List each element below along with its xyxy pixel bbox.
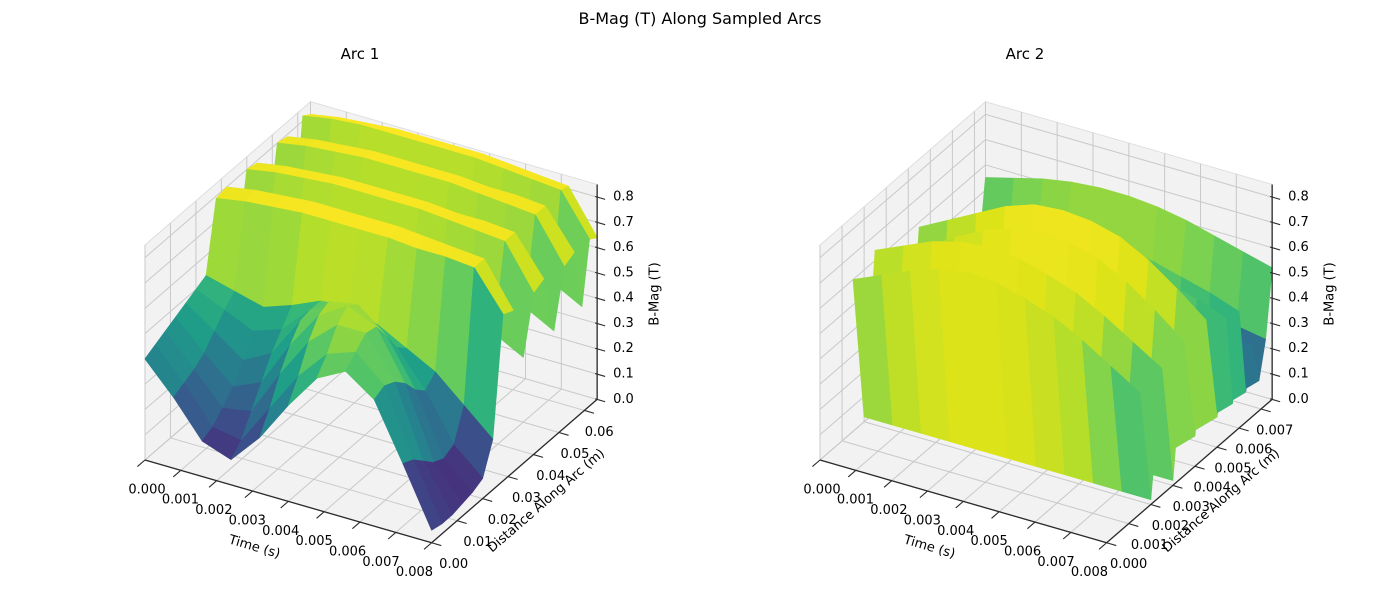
figure-title: B-Mag (T) Along Sampled Arcs xyxy=(578,9,822,28)
subplot-title-arc2: Arc 2 xyxy=(1005,45,1045,63)
subplot-title-arc1: Arc 1 xyxy=(340,45,380,63)
